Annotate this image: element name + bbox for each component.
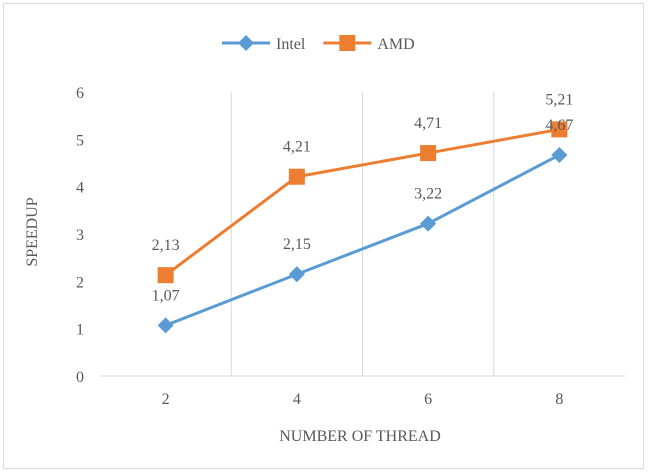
y-tick-label: 4	[76, 180, 84, 197]
legend-label-amd: AMD	[377, 36, 414, 53]
marker-amd	[420, 145, 437, 162]
marker-amd	[157, 267, 174, 284]
legend-label-intel: Intel	[276, 36, 306, 53]
gridlines	[100, 92, 625, 377]
chart-frame	[3, 3, 644, 469]
line-amd	[164, 127, 560, 277]
y-tick-label: 6	[76, 85, 84, 102]
y-tick-label: 3	[76, 227, 84, 244]
marker-intel	[288, 266, 305, 283]
data-label-intel: 3,22	[414, 186, 442, 203]
y-tick-label: 1	[76, 322, 84, 339]
x-tick-label: 2	[162, 391, 170, 408]
series-lines	[164, 127, 561, 327]
y-tick-labels: 0 1 2 3 4 5 6	[76, 85, 84, 386]
data-label-intel: 2,15	[283, 236, 311, 253]
marker-intel	[551, 146, 568, 163]
y-tick-label: 2	[76, 274, 84, 291]
legend-marker-intel	[238, 35, 254, 51]
data-label-intel: 4,67	[545, 117, 573, 134]
x-tick-label: 4	[293, 391, 301, 408]
data-label-amd: 5,21	[545, 91, 573, 108]
data-label-amd: 2,13	[152, 237, 180, 254]
y-axis-label: SPEEDUP	[24, 197, 41, 266]
marker-amd	[551, 121, 568, 138]
data-labels: 1,07 2,15 3,22 4,67 2,13 4,21 4,71 5,21	[152, 91, 574, 304]
x-axis-label: NUMBER OF THREAD	[279, 428, 441, 445]
marker-intel	[157, 317, 174, 334]
y-tick-label: 0	[76, 369, 84, 386]
data-label-intel: 1,07	[152, 287, 180, 304]
x-tick-labels: 2 4 6 8	[162, 391, 564, 408]
data-label-amd: 4,21	[283, 139, 311, 156]
legend-marker-amd	[339, 35, 356, 51]
y-tick-label: 5	[76, 132, 84, 149]
x-tick-label: 8	[555, 391, 563, 408]
x-tick-label: 6	[424, 391, 432, 408]
data-label-amd: 4,71	[414, 115, 442, 132]
series-markers	[157, 121, 568, 334]
marker-amd	[288, 168, 305, 185]
line-intel	[165, 153, 561, 327]
marker-intel	[420, 215, 437, 232]
legend: Intel AMD	[222, 35, 415, 53]
